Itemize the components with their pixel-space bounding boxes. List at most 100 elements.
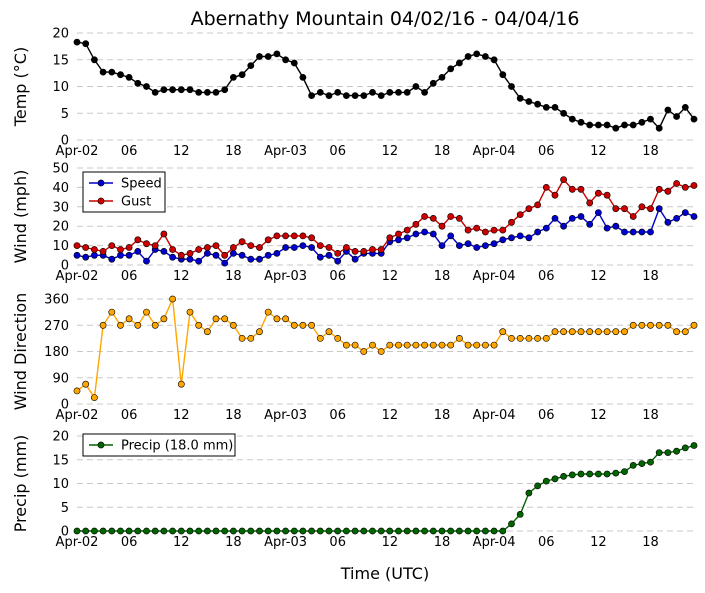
data-point bbox=[508, 520, 515, 528]
data-point bbox=[108, 242, 116, 249]
legend-label: Speed bbox=[121, 177, 162, 192]
data-point bbox=[551, 214, 559, 222]
data-point bbox=[360, 527, 368, 535]
data-point bbox=[638, 321, 646, 329]
y-axis-label: Precip (mm) bbox=[11, 435, 30, 533]
data-point bbox=[325, 328, 333, 336]
data-point bbox=[534, 201, 541, 209]
data-point bbox=[395, 236, 402, 244]
data-point bbox=[186, 249, 194, 257]
data-point bbox=[334, 527, 342, 535]
data-point bbox=[386, 527, 394, 535]
x-tick-label: Apr-03 bbox=[264, 144, 307, 159]
data-point bbox=[377, 527, 385, 535]
data-point bbox=[342, 527, 350, 535]
data-point bbox=[229, 74, 237, 81]
data-point bbox=[655, 321, 663, 329]
data-point bbox=[403, 527, 411, 535]
data-point bbox=[316, 253, 324, 261]
x-tick-label: 12 bbox=[590, 535, 607, 550]
data-point bbox=[534, 100, 541, 108]
data-point bbox=[108, 308, 116, 316]
data-point bbox=[542, 224, 550, 232]
data-point bbox=[595, 470, 602, 478]
data-point bbox=[429, 230, 437, 238]
data-point bbox=[308, 234, 315, 242]
data-point bbox=[316, 89, 324, 96]
x-tick-label: 18 bbox=[225, 144, 242, 159]
data-point bbox=[299, 232, 307, 240]
y-tick-label: 90 bbox=[52, 371, 69, 386]
x-tick-label: Apr-03 bbox=[264, 535, 307, 550]
data-point bbox=[360, 92, 368, 99]
data-point bbox=[516, 94, 524, 102]
data-point bbox=[664, 449, 672, 456]
data-point bbox=[256, 328, 263, 336]
data-point bbox=[455, 59, 463, 67]
data-point bbox=[673, 447, 680, 455]
data-point bbox=[351, 92, 359, 99]
x-tick-label: 18 bbox=[434, 144, 451, 159]
data-point bbox=[655, 449, 663, 456]
data-point bbox=[308, 92, 315, 99]
data-point bbox=[403, 89, 411, 96]
data-point bbox=[125, 527, 133, 535]
data-point bbox=[568, 471, 576, 479]
data-point bbox=[160, 527, 168, 535]
data-point bbox=[299, 242, 307, 249]
data-point bbox=[264, 251, 272, 259]
data-point bbox=[325, 92, 333, 99]
data-point bbox=[82, 40, 90, 48]
data-point bbox=[621, 228, 628, 236]
data-point bbox=[212, 251, 220, 259]
x-tick-label: 06 bbox=[329, 408, 346, 423]
data-point bbox=[273, 527, 281, 535]
data-point bbox=[360, 247, 368, 255]
legend-swatch-marker bbox=[97, 197, 105, 205]
data-point bbox=[577, 118, 585, 126]
data-point bbox=[386, 341, 394, 349]
data-point bbox=[603, 121, 611, 129]
data-point bbox=[203, 89, 211, 96]
data-point bbox=[621, 121, 628, 129]
data-point bbox=[160, 247, 168, 255]
data-point bbox=[629, 321, 637, 329]
data-point bbox=[612, 124, 620, 132]
data-point bbox=[438, 341, 446, 349]
data-point bbox=[282, 527, 289, 535]
data-point bbox=[664, 321, 672, 329]
data-point bbox=[229, 244, 237, 251]
data-point bbox=[169, 253, 176, 261]
data-point bbox=[229, 527, 237, 535]
y-tick-label: 10 bbox=[52, 477, 69, 492]
data-point bbox=[638, 118, 646, 126]
data-point bbox=[282, 56, 289, 64]
y-tick-label: 15 bbox=[52, 53, 69, 68]
x-tick-label: Apr-03 bbox=[264, 408, 307, 423]
data-point bbox=[203, 328, 211, 336]
y-tick-label: 40 bbox=[52, 181, 69, 196]
data-point bbox=[499, 236, 507, 244]
data-point bbox=[690, 115, 698, 123]
data-point bbox=[629, 213, 637, 220]
x-tick-label: Apr-02 bbox=[56, 408, 99, 423]
data-point bbox=[421, 527, 428, 535]
panel-direction: 0 90 180 270 360 Wind Direction Apr-02 06 12 18 Ap… bbox=[11, 293, 698, 423]
data-point bbox=[525, 205, 533, 213]
data-point bbox=[647, 115, 654, 123]
data-point bbox=[560, 176, 567, 183]
x-tick-label: 06 bbox=[329, 535, 346, 550]
data-point bbox=[481, 228, 489, 236]
data-point bbox=[395, 527, 402, 535]
data-point bbox=[325, 244, 333, 251]
x-tick-label: 12 bbox=[173, 408, 190, 423]
data-point bbox=[177, 251, 185, 259]
data-point bbox=[681, 104, 689, 111]
data-point bbox=[91, 527, 98, 535]
data-point bbox=[464, 53, 472, 60]
data-point bbox=[586, 121, 594, 129]
data-point bbox=[560, 109, 567, 117]
data-point bbox=[386, 234, 394, 242]
x-tick-label: Apr-04 bbox=[473, 144, 516, 159]
data-point bbox=[412, 83, 420, 90]
